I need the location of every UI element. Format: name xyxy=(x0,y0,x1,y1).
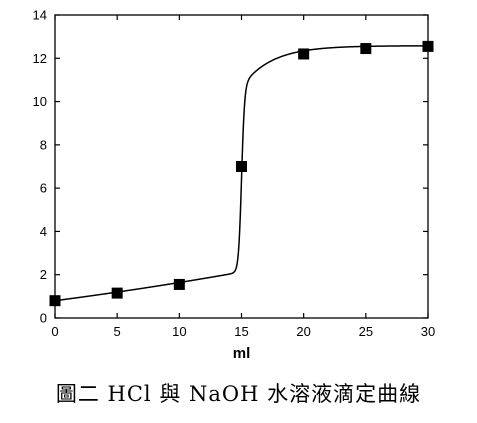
x-tick-label: 5 xyxy=(114,324,121,339)
x-tick-label: 20 xyxy=(296,324,310,339)
x-axis-title: ml xyxy=(233,345,251,362)
figure-caption: 圖二 HCl 與 NaOH 水溶液滴定曲線 xyxy=(55,382,422,406)
data-point-square xyxy=(111,287,123,299)
x-tick-label: 15 xyxy=(234,324,248,339)
y-tick-label: 2 xyxy=(40,267,47,282)
y-tick-label: 4 xyxy=(40,224,47,239)
data-point-square xyxy=(360,43,372,55)
x-tick-label: 25 xyxy=(359,324,373,339)
data-point-square xyxy=(173,278,185,290)
x-tick-label: 0 xyxy=(51,324,58,339)
data-point-square xyxy=(422,40,434,52)
y-tick-label: 8 xyxy=(40,137,47,152)
x-tick-label: 30 xyxy=(421,324,435,339)
y-tick-label: 0 xyxy=(40,311,47,326)
y-tick-label: 12 xyxy=(33,51,47,66)
data-point-square xyxy=(49,295,61,307)
titration-chart: 0 5 10 15 20 25 30 0 2 4 6 8 10 12 14 ml xyxy=(33,8,436,363)
y-tick-label: 6 xyxy=(40,181,47,196)
x-tick-label: 10 xyxy=(172,324,186,339)
y-tick-label: 10 xyxy=(33,94,47,109)
fit-curve-line xyxy=(54,45,428,302)
data-point-square xyxy=(236,161,247,172)
data-point-square xyxy=(298,48,310,60)
y-tick-label: 14 xyxy=(33,8,47,23)
